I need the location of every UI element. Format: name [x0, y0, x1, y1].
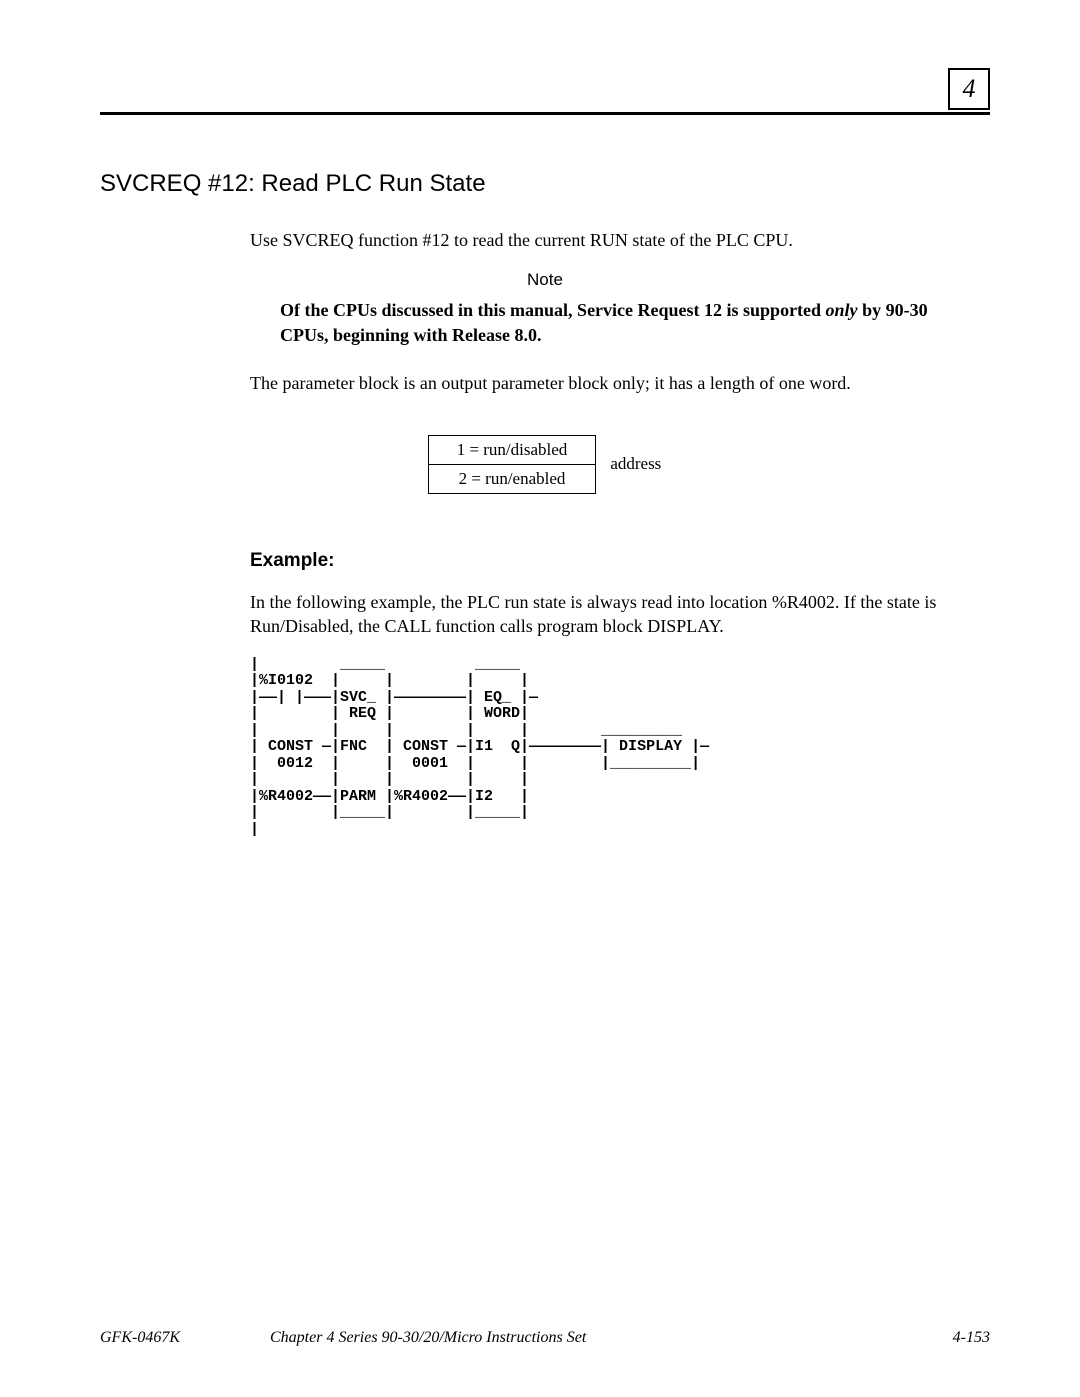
table-cell: 2 = run/enabled — [428, 464, 596, 493]
footer-center: Chapter 4 Series 90-30/20/Micro Instruct… — [270, 1329, 586, 1347]
table-side-label: address — [596, 435, 662, 493]
note-prefix: Of the CPUs discussed in this manual, Se… — [280, 300, 826, 320]
param-table: 1 = run/disabled address 2 = run/enabled — [428, 435, 663, 494]
chapter-number-box: 4 — [948, 68, 990, 110]
chapter-number: 4 — [963, 74, 976, 104]
note-body: Of the CPUs discussed in this manual, Se… — [280, 298, 960, 348]
page: 4 SVCREQ #12: Read PLC Run State Use SVC… — [0, 0, 1080, 1397]
param-block-text: The parameter block is an output paramet… — [250, 371, 960, 395]
intro-paragraph: Use SVCREQ function #12 to read the curr… — [250, 228, 960, 252]
header-rule — [100, 112, 990, 115]
ladder-diagram: | _____ _____ |%I0102 | | | | |——| |———|… — [250, 657, 990, 839]
section-title: SVCREQ #12: Read PLC Run State — [100, 170, 990, 198]
note-label: Note — [100, 270, 990, 290]
page-footer: GFK-0467K Chapter 4 Series 90-30/20/Micr… — [100, 1329, 990, 1347]
table-row: 1 = run/disabled address — [428, 435, 662, 464]
param-table-wrap: 1 = run/disabled address 2 = run/enabled — [100, 435, 990, 494]
table-cell: 1 = run/disabled — [428, 435, 596, 464]
footer-right: 4-153 — [953, 1329, 990, 1347]
footer-left: GFK-0467K — [100, 1329, 180, 1347]
example-heading: Example: — [250, 550, 990, 572]
example-paragraph: In the following example, the PLC run st… — [250, 590, 960, 639]
note-only: only — [826, 300, 858, 320]
